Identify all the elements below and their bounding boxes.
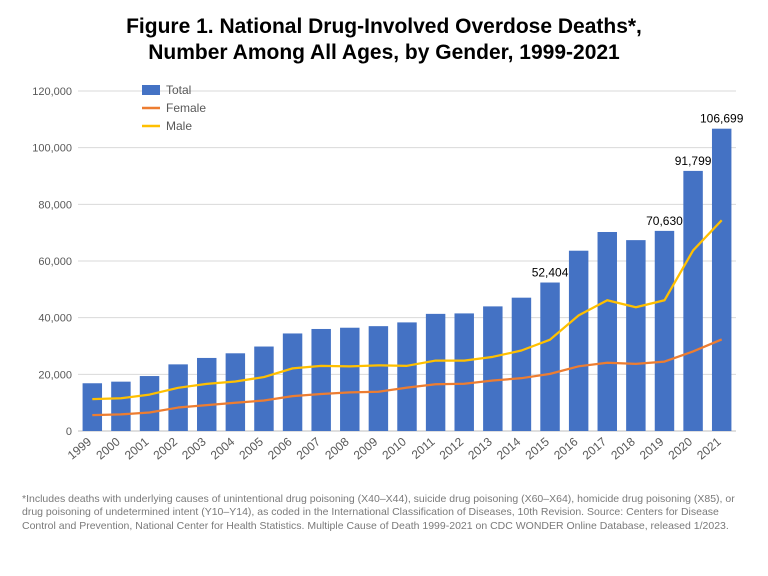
svg-text:80,000: 80,000 [38, 199, 72, 211]
xtick-label: 2009 [351, 434, 381, 462]
bar-total [369, 326, 388, 431]
bar-total [598, 231, 617, 430]
xtick-label: 2005 [236, 434, 266, 462]
bar-total [168, 364, 187, 431]
xtick-label: 2001 [122, 434, 152, 462]
chart-title-line2: Number Among All Ages, by Gender, 1999-2… [148, 41, 620, 64]
xtick-label: 2016 [551, 434, 581, 462]
xtick-label: 2013 [465, 434, 495, 462]
bar-total [655, 230, 674, 430]
bar-total [340, 327, 359, 430]
svg-text:20,000: 20,000 [38, 369, 72, 381]
xtick-label: 2006 [265, 434, 295, 462]
chart-title-line1: Figure 1. National Drug-Involved Overdos… [126, 15, 642, 38]
bar-total [83, 383, 102, 431]
xtick-label: 2017 [580, 434, 610, 462]
bar-total [454, 313, 473, 431]
xtick-label: 2004 [208, 434, 238, 462]
bar-total [254, 346, 273, 430]
bar-total [626, 240, 645, 431]
chart-svg: 0 20,000 40,000 60,000 80,000 100,000 120,000 1… [22, 75, 746, 485]
bar-total [111, 381, 130, 430]
xtick-label: 2008 [322, 434, 352, 462]
bar-total [283, 333, 302, 431]
xtick-label: 2011 [409, 434, 438, 462]
xtick-label: 2018 [608, 434, 638, 462]
svg-text:40,000: 40,000 [38, 312, 72, 324]
xtick-label: 2000 [93, 434, 123, 462]
xtick-label: 2002 [151, 434, 181, 462]
legend-label: Total [166, 83, 191, 97]
xtick-label: 2015 [523, 434, 553, 462]
bar-total [712, 128, 731, 430]
xtick-label: 2010 [379, 434, 409, 462]
bar-total [226, 353, 245, 431]
legend-label: Female [166, 101, 206, 115]
xtick-label: 2014 [494, 434, 524, 462]
bar-total [512, 297, 531, 430]
bar-data-label: 106,699 [700, 111, 744, 125]
xtick-label: 2007 [294, 434, 324, 462]
chart-footnote: *Includes deaths with underlying causes … [22, 493, 746, 534]
xtick-label: 1999 [65, 434, 95, 462]
bar-total [197, 357, 216, 430]
chart-area: 0 20,000 40,000 60,000 80,000 100,000 120,000 1… [22, 75, 746, 485]
svg-text:0: 0 [66, 426, 72, 438]
xtick-label: 2012 [437, 434, 467, 462]
bar-total [540, 282, 559, 430]
chart-title: Figure 1. National Drug-Involved Overdos… [22, 14, 746, 67]
bar-data-label: 70,630 [646, 213, 683, 227]
svg-text:120,000: 120,000 [32, 86, 72, 98]
bar-total [683, 170, 702, 430]
bar-total [426, 313, 445, 430]
bar-total [311, 328, 330, 430]
bar-data-label: 91,799 [675, 153, 712, 167]
bar-total [397, 322, 416, 431]
bar-total [569, 250, 588, 430]
svg-text:100,000: 100,000 [32, 142, 72, 154]
xtick-label: 2019 [637, 434, 667, 462]
xtick-label: 2021 [694, 434, 724, 462]
xtick-label: 2020 [666, 434, 696, 462]
bar-data-label: 52,404 [532, 265, 569, 279]
legend-swatch-bar [142, 85, 160, 95]
bar-total [483, 306, 502, 431]
xtick-label: 2003 [179, 434, 209, 462]
legend-label: Male [166, 119, 192, 133]
bar-total [140, 376, 159, 431]
svg-text:60,000: 60,000 [38, 256, 72, 268]
